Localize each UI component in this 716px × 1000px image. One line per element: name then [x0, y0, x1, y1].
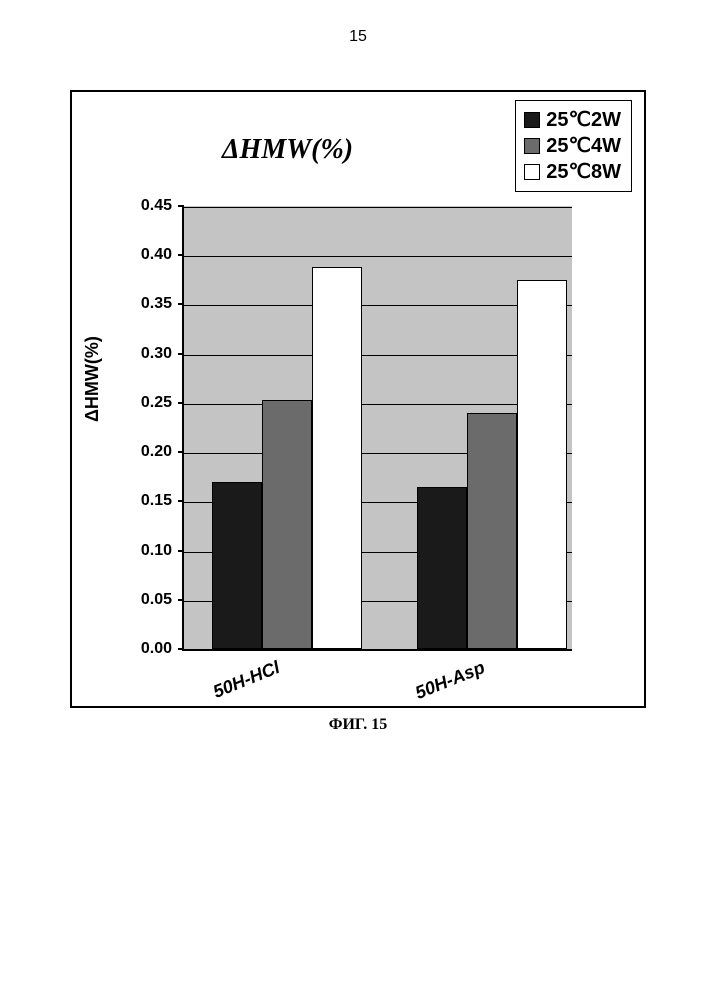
y-tick-mark	[178, 599, 184, 601]
y-axis-label: ΔHMW(%)	[82, 336, 103, 422]
plot-area	[182, 206, 572, 651]
y-tick-label: 0.30	[112, 345, 172, 363]
legend-item: 25℃2W	[524, 107, 621, 133]
legend-label: 25℃2W	[546, 107, 621, 133]
legend-item: 25℃4W	[524, 133, 621, 159]
bar	[517, 280, 567, 649]
y-tick-label: 0.10	[112, 542, 172, 560]
figure-frame: 25℃2W 25℃4W 25℃8W ΔHMW(%) ΔHMW(%) 0.00 0.…	[70, 90, 646, 708]
bar	[417, 487, 467, 649]
bar	[312, 267, 362, 649]
figure-caption: ФИГ. 15	[0, 716, 716, 734]
x-tick-label: 50H-Asp	[412, 657, 488, 704]
y-tick-mark	[178, 451, 184, 453]
y-tick-label: 0.20	[112, 443, 172, 461]
legend-label: 25℃8W	[546, 159, 621, 185]
x-tick-label: 50H-HCl	[210, 657, 283, 703]
y-tick-mark	[178, 402, 184, 404]
bar	[467, 413, 517, 649]
y-tick-label: 0.25	[112, 394, 172, 412]
legend-item: 25℃8W	[524, 159, 621, 185]
y-tick-label: 0.45	[112, 197, 172, 215]
y-tick-mark	[178, 353, 184, 355]
y-tick-mark	[178, 303, 184, 305]
legend-swatch-2	[524, 138, 540, 154]
y-tick-mark	[178, 254, 184, 256]
y-tick-mark	[178, 500, 184, 502]
y-tick-label: 0.00	[112, 640, 172, 658]
page-number: 15	[0, 28, 716, 46]
bar	[212, 482, 262, 649]
y-tick-label: 0.15	[112, 492, 172, 510]
y-tick-mark	[178, 648, 184, 650]
y-tick-mark	[178, 550, 184, 552]
legend: 25℃2W 25℃4W 25℃8W	[515, 100, 632, 192]
y-tick-label: 0.05	[112, 591, 172, 609]
page: 15 25℃2W 25℃4W 25℃8W ΔHMW(%) ΔHMW(%) 0.0…	[0, 0, 716, 1000]
legend-label: 25℃4W	[546, 133, 621, 159]
y-tick-mark	[178, 205, 184, 207]
chart-title: ΔHMW(%)	[222, 134, 353, 166]
bar	[262, 400, 312, 649]
legend-swatch-3	[524, 164, 540, 180]
y-tick-label: 0.40	[112, 246, 172, 264]
y-tick-label: 0.35	[112, 295, 172, 313]
legend-swatch-1	[524, 112, 540, 128]
bars-container	[184, 207, 572, 649]
